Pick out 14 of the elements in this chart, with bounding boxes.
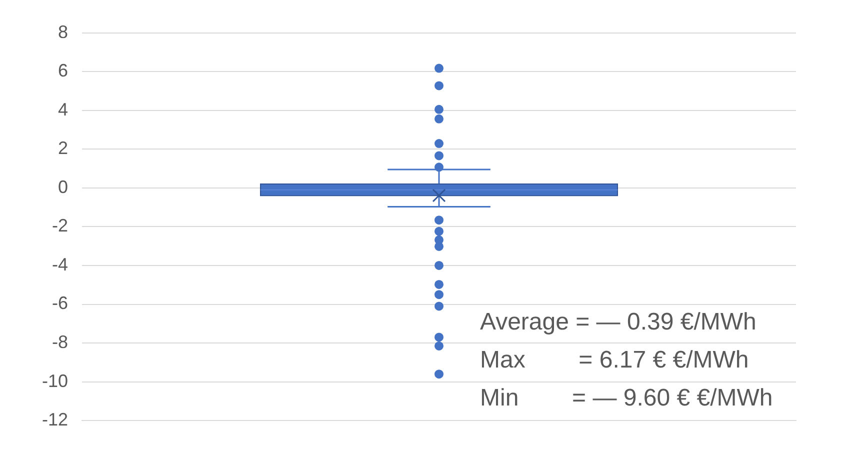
annotation: Average = — 0.39 €/MWh	[480, 308, 756, 336]
y-tick-label: 8	[58, 22, 68, 42]
y-tick-label: 4	[58, 99, 68, 120]
y-tick-label: -2	[52, 216, 68, 236]
y-tick-label: 6	[58, 60, 68, 81]
annotation: Min = — 9.60 € €/MWh	[480, 384, 773, 412]
annotation: Max = 6.17 € €/MWh	[480, 346, 749, 374]
y-tick-label: -12	[42, 410, 68, 430]
y-tick-label: -10	[42, 370, 68, 391]
y-tick-label: -4	[52, 254, 68, 274]
y-tick-label: -8	[52, 332, 68, 352]
y-tick-label: -6	[52, 293, 68, 314]
y-tick-label: 2	[58, 138, 68, 158]
y-tick-label: 0	[58, 176, 68, 197]
